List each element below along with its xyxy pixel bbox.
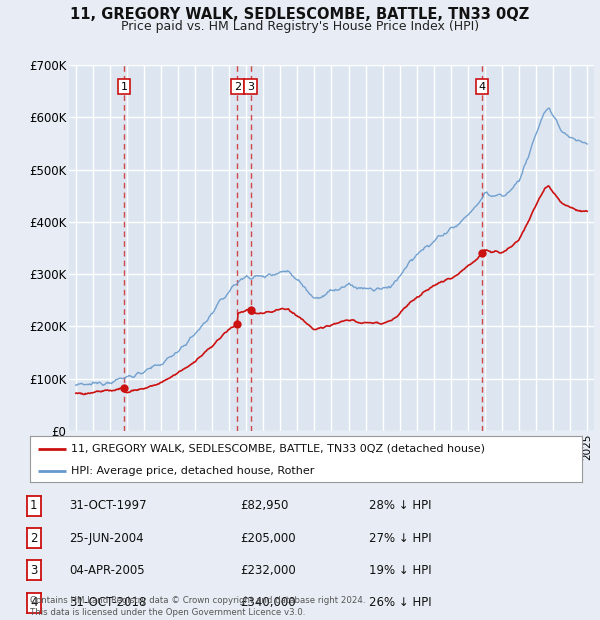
Text: 2: 2 [234,82,241,92]
Text: 27% ↓ HPI: 27% ↓ HPI [369,532,431,544]
Text: 11, GREGORY WALK, SEDLESCOMBE, BATTLE, TN33 0QZ: 11, GREGORY WALK, SEDLESCOMBE, BATTLE, T… [70,7,530,22]
Text: £82,950: £82,950 [240,500,289,512]
Text: £205,000: £205,000 [240,532,296,544]
Text: 31-OCT-1997: 31-OCT-1997 [69,500,146,512]
Text: 3: 3 [247,82,254,92]
Text: 11, GREGORY WALK, SEDLESCOMBE, BATTLE, TN33 0QZ (detached house): 11, GREGORY WALK, SEDLESCOMBE, BATTLE, T… [71,444,485,454]
Text: 1: 1 [121,82,128,92]
Text: 3: 3 [30,564,38,577]
Text: £340,000: £340,000 [240,596,296,609]
Text: 2: 2 [30,532,38,544]
Text: Price paid vs. HM Land Registry's House Price Index (HPI): Price paid vs. HM Land Registry's House … [121,20,479,33]
Text: HPI: Average price, detached house, Rother: HPI: Average price, detached house, Roth… [71,466,315,476]
Text: 31-OCT-2018: 31-OCT-2018 [69,596,146,609]
Text: 26% ↓ HPI: 26% ↓ HPI [369,596,431,609]
Text: £232,000: £232,000 [240,564,296,577]
Text: 19% ↓ HPI: 19% ↓ HPI [369,564,431,577]
Text: 25-JUN-2004: 25-JUN-2004 [69,532,143,544]
Text: 28% ↓ HPI: 28% ↓ HPI [369,500,431,512]
Text: 4: 4 [30,596,38,609]
Text: Contains HM Land Registry data © Crown copyright and database right 2024.
This d: Contains HM Land Registry data © Crown c… [30,596,365,617]
Text: 1: 1 [30,500,38,512]
Text: 04-APR-2005: 04-APR-2005 [69,564,145,577]
Text: 4: 4 [478,82,485,92]
